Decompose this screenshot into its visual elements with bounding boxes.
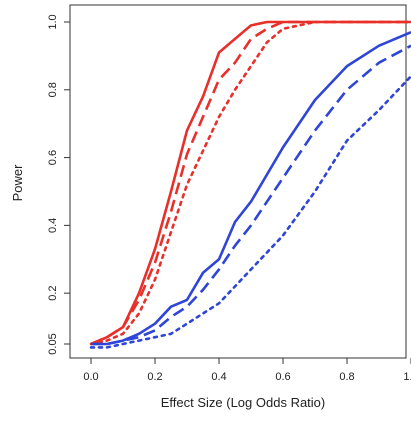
x-tick-label: 1.0 <box>403 371 411 383</box>
x-tick-label: 0.4 <box>211 371 226 383</box>
series-line-5 <box>91 44 411 346</box>
x-tick-label: 0.6 <box>275 371 290 383</box>
y-axis-label: Power <box>10 164 25 202</box>
axes-layer: 0.0 0.2 0.4 0.6 0.8 1.0 0.05 0.2 0.4 0.6 0.8 1.0 <box>47 4 411 383</box>
plot-frame <box>69 4 407 359</box>
y-tick-label: 0.6 <box>47 150 59 165</box>
x-tick-label: 0.8 <box>339 371 354 383</box>
series-line-4 <box>91 31 411 346</box>
y-tick-label: 0.4 <box>47 218 59 233</box>
series-line-6 <box>89 74 411 349</box>
y-tick-label: 0.05 <box>47 333 59 354</box>
x-tick-label: 0.2 <box>147 371 162 383</box>
y-tick-label: 0.8 <box>47 82 59 97</box>
x-tick-label: 0.0 <box>83 371 98 383</box>
x-axis-label: Effect Size (Log Odds Ratio) <box>161 395 326 410</box>
series-line-1 <box>90 20 411 346</box>
y-tick-label: 1.0 <box>47 14 59 29</box>
y-tick-label: 0.2 <box>47 286 59 301</box>
series-layer <box>89 20 411 349</box>
series-line-3 <box>89 20 411 346</box>
